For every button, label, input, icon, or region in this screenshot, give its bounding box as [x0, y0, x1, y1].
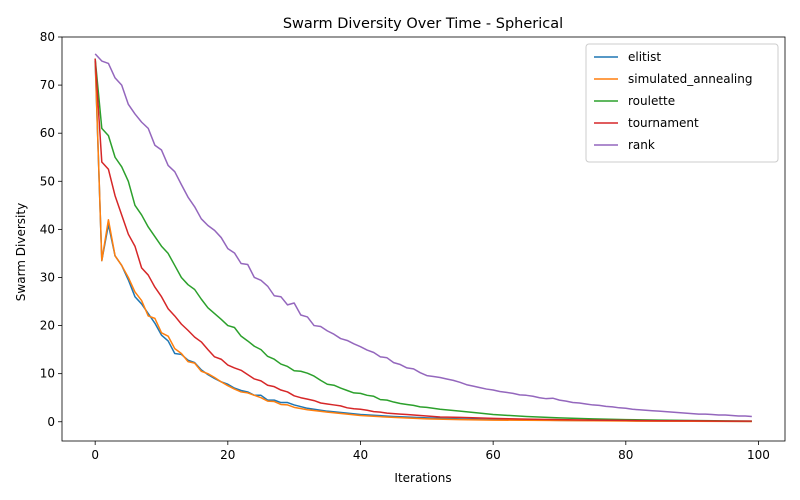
legend-label-rank: rank	[628, 138, 655, 152]
legend-label-simulated_annealing: simulated_annealing	[628, 72, 752, 86]
x-tick-label: 80	[618, 448, 633, 462]
y-tick-label: 80	[40, 30, 55, 44]
x-tick-label: 20	[220, 448, 235, 462]
x-tick-label: 100	[747, 448, 770, 462]
series-line-elitist	[94, 61, 752, 423]
series-line-tournament	[94, 58, 752, 422]
x-axis-label: Iterations	[394, 471, 451, 485]
series-line-roulette	[94, 58, 752, 422]
x-tick-label: 0	[91, 448, 99, 462]
plot-frame	[61, 36, 786, 442]
y-tick-label: 70	[40, 78, 55, 92]
y-tick-label: 50	[40, 174, 55, 188]
plot-area: 0 20 40 60 80 100 0 10 20 30 40 50 60 70 80	[40, 30, 786, 462]
legend-box	[585, 43, 779, 163]
x-tick-label: 60	[486, 448, 501, 462]
legend-label-roulette: roulette	[628, 94, 675, 108]
x-tick-label: 40	[353, 448, 368, 462]
y-tick-label: 10	[40, 367, 55, 381]
y-tick-label: 30	[40, 270, 55, 284]
legend: elitist simulated_annealing roulette tourna…	[585, 43, 779, 163]
y-tick-label: 40	[40, 222, 55, 236]
chart-title: Swarm Diversity Over Time - Spherical	[283, 16, 563, 32]
legend-label-elitist: elitist	[628, 50, 661, 64]
y-tick-label: 0	[47, 415, 55, 429]
series-line-simulated_annealing	[94, 58, 752, 423]
legend-label-tournament: tournament	[628, 116, 699, 130]
series-line-rank	[94, 53, 752, 418]
y-tick-label: 20	[40, 319, 55, 333]
y-axis-label: Swarm Diversity	[14, 203, 28, 301]
y-tick-label: 60	[40, 126, 55, 140]
